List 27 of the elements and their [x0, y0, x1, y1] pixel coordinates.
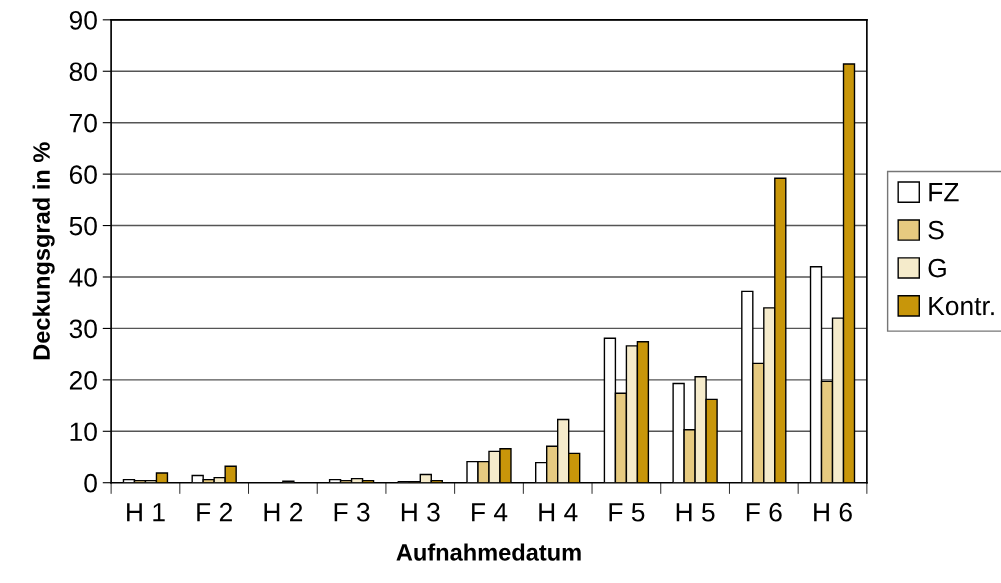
x-tick-label: H 1: [127, 503, 165, 522]
x-tick-label: F 4: [472, 503, 508, 522]
x-tick-label: H 3: [401, 502, 440, 522]
y-tick-label: 10: [70, 422, 97, 442]
legend-label: Kontr.: [929, 296, 994, 316]
x-tick-label: H 6: [814, 502, 852, 522]
x-tick-label: F 5: [609, 503, 645, 522]
x-tick-label: F 2: [197, 502, 232, 522]
y-tick-label: 30: [69, 319, 97, 339]
x-tick-label: F 6: [746, 502, 782, 522]
legend-label: G: [928, 258, 946, 278]
x-tick-label: H 2: [264, 502, 303, 522]
y-tick-label: 20: [69, 370, 97, 390]
y-tick-label: 40: [69, 268, 97, 287]
y-tick-label: 50: [69, 216, 97, 236]
y-tick-label: 60: [69, 165, 97, 184]
legend-label: FZ: [929, 183, 959, 202]
x-tick-label: F 3: [334, 502, 370, 522]
y-axis-title: Deckungsgrad in %: [32, 142, 55, 360]
x-tick-label: H 5: [676, 503, 715, 522]
y-tick-label: 90: [69, 10, 97, 30]
legend-label: S: [928, 220, 944, 240]
x-axis-title: Aufnahmedatum: [396, 543, 581, 561]
y-tick-label: 70: [69, 113, 97, 133]
y-tick-label: 0: [84, 473, 97, 493]
y-tick-label: 80: [69, 62, 97, 82]
x-tick-label: H 4: [539, 503, 578, 522]
